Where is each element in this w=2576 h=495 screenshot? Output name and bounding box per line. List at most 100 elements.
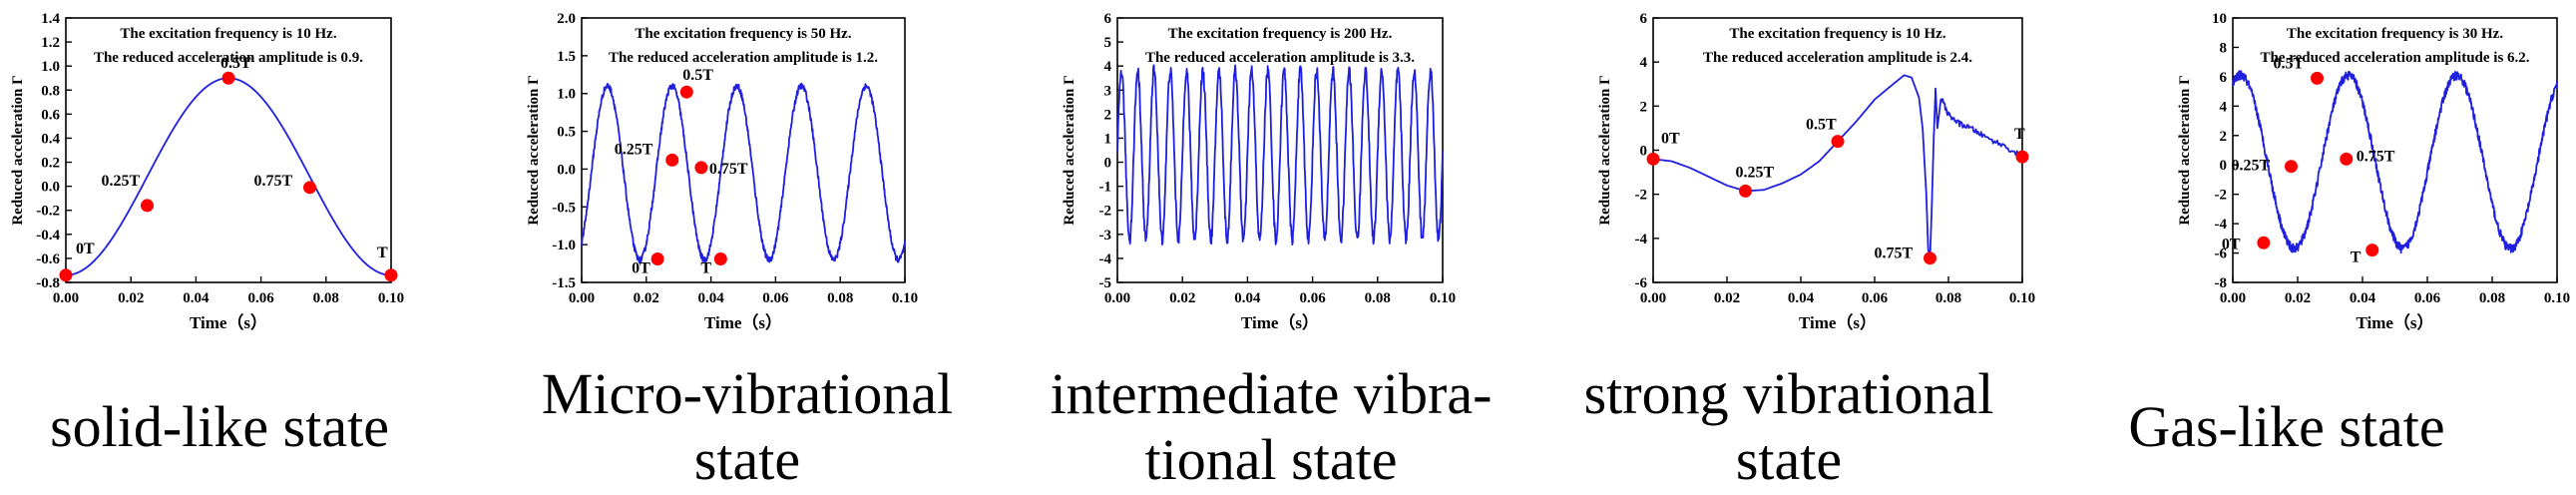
- data-point-label: 0.75T: [1875, 246, 1914, 262]
- y-tick-label: -1.0: [552, 238, 576, 253]
- data-point-marker: [1831, 135, 1845, 149]
- y-tick-label: 2.0: [557, 11, 576, 27]
- x-tick-label: 0.06: [762, 290, 789, 306]
- y-tick-label: 1.0: [41, 59, 60, 75]
- x-tick-label: 0.10: [378, 290, 404, 306]
- chart-title-line2: The reduced acceleration amplitude is 0.…: [94, 50, 363, 66]
- data-point-label: 0.5T: [682, 67, 713, 84]
- y-tick-label: -0.6: [36, 251, 60, 267]
- y-tick-label: -0.4: [36, 228, 60, 244]
- data-point-label: 0.25T: [2232, 158, 2271, 175]
- data-point-label: 0T: [2222, 236, 2241, 252]
- caption-intermediate: intermediate vibra- tional state: [1012, 361, 1530, 493]
- y-tick-label: 1.5: [557, 49, 576, 65]
- chart-title-line2: The reduced acceleration amplitude is 1.…: [609, 50, 878, 66]
- y-tick-label: 1.0: [557, 87, 576, 103]
- y-tick-label: 0.2: [41, 156, 60, 172]
- x-tick-label: 0.02: [118, 290, 144, 306]
- y-tick-label: 0.6: [41, 107, 60, 123]
- x-tick-label: 0.00: [53, 290, 79, 306]
- data-point-marker: [1924, 251, 1936, 265]
- caption-line: state: [693, 427, 801, 492]
- y-tick-label: -0.5: [552, 200, 576, 216]
- plot-frame: [65, 17, 392, 283]
- data-point-marker: [384, 268, 398, 282]
- data-point-marker: [141, 199, 154, 213]
- y-tick-label: 1.4: [41, 11, 60, 27]
- x-axis-label: Time（s）: [190, 312, 267, 332]
- chart-title-line1: The excitation frequency is 50 Hz.: [635, 26, 851, 42]
- x-tick-label: 0.02: [1714, 290, 1740, 306]
- y-axis-label: Reduced acceleration Γ: [1062, 75, 1077, 225]
- x-tick-label: 0.06: [247, 290, 274, 306]
- y-tick-label: -4: [1099, 251, 1112, 267]
- data-point-label: 0.25T: [102, 173, 141, 190]
- y-tick-label: -4: [2215, 217, 2228, 233]
- caption-strong-vibrational: strong vibrational state: [1529, 361, 2048, 493]
- y-axis-label: Reduced acceleration Γ: [10, 75, 26, 225]
- x-axis-label: Time（s）: [704, 312, 782, 332]
- data-point-marker: [2340, 152, 2354, 166]
- x-tick-label: 0.10: [1430, 290, 1456, 306]
- x-tick-label: 0.08: [313, 290, 339, 306]
- y-tick-label: -5: [1099, 275, 1112, 291]
- x-tick-label: 0.08: [1365, 290, 1391, 306]
- y-tick-label: -0.8: [36, 275, 60, 291]
- y-tick-label: 0: [1640, 144, 1648, 160]
- data-point-marker: [679, 85, 693, 99]
- y-tick-label: 0.0: [557, 162, 576, 178]
- x-tick-label: 0.06: [1862, 290, 1889, 306]
- data-point-marker: [1739, 184, 1752, 198]
- x-tick-label: 0.08: [1935, 290, 1961, 306]
- y-tick-label: 5: [1104, 35, 1112, 51]
- data-point-label: T: [2014, 126, 2025, 143]
- y-tick-label: 4: [2220, 99, 2228, 115]
- data-point-label: T: [2351, 249, 2361, 266]
- data-point-marker: [665, 153, 679, 167]
- caption-line: tional state: [1144, 427, 1398, 492]
- x-tick-label: 0.00: [2220, 290, 2246, 306]
- x-tick-label: 0.02: [2285, 290, 2311, 306]
- caption-line: strong vibrational: [1583, 361, 1994, 426]
- y-tick-label: -6: [2215, 247, 2228, 262]
- y-tick-label: -4: [1635, 232, 1648, 248]
- chart-5: 0.00 0.02 0.04 0.06 0.08 0.10 -8 -6 -4 -2 0 2 4 6 8 10 T…: [2177, 11, 2570, 332]
- y-tick-label: 2: [1640, 99, 1648, 115]
- chart-title-line1: The excitation frequency is 200 Hz.: [1168, 26, 1393, 42]
- x-tick-label: 0.04: [183, 290, 210, 306]
- caption-line: Gas-like state: [2128, 394, 2445, 459]
- y-tick-label: 0.0: [41, 180, 60, 196]
- chart-title-line1: The excitation frequency is 10 Hz.: [120, 26, 336, 42]
- chart-title-line1: The excitation frequency is 10 Hz.: [1729, 26, 1945, 42]
- x-tick-label: 0.02: [1169, 290, 1195, 306]
- x-tick-label: 0.00: [1640, 290, 1666, 306]
- y-tick-label: 0.4: [41, 131, 60, 147]
- data-point-marker: [303, 181, 316, 195]
- data-point-label: 0.5T: [220, 55, 251, 72]
- x-tick-label: 0.02: [634, 290, 659, 306]
- caption-line: Micro-vibrational: [541, 361, 954, 426]
- y-tick-label: 4: [1104, 59, 1112, 75]
- data-point-label: 0T: [632, 260, 650, 277]
- data-point-label: 0T: [76, 241, 95, 257]
- y-tick-label: 10: [2212, 11, 2227, 27]
- x-axis-label: Time（s）: [1799, 312, 1877, 332]
- x-tick-label: 0.06: [1299, 290, 1326, 306]
- chart-4: 0.00 0.02 0.04 0.06 0.08 0.10 -6 -4 -2 0 2 4 6 Time（s…: [1597, 11, 2035, 332]
- chart-title-line1: The excitation frequency is 30 Hz.: [2287, 26, 2503, 42]
- y-tick-label: -6: [1635, 275, 1648, 291]
- x-tick-label: 0.00: [1104, 290, 1130, 306]
- y-tick-label: 3: [1104, 83, 1112, 99]
- data-point-label: 0.75T: [709, 161, 748, 178]
- chart-3: 0.00 0.02 0.04 0.06 0.08 0.10 -5 -4 -3 -2 -1 0 1 2 3 4 5…: [1062, 11, 1456, 332]
- x-tick-label: 0.10: [2544, 290, 2570, 306]
- y-tick-label: -2: [1099, 204, 1112, 220]
- x-tick-label: 0.04: [697, 290, 724, 306]
- y-tick-label: 0: [1104, 156, 1112, 172]
- y-tick-label: 6: [1104, 11, 1112, 27]
- y-tick-label: -2: [2215, 188, 2228, 204]
- chart-title-line2: The reduced acceleration amplitude is 3.…: [1145, 50, 1415, 66]
- caption-solid-like: solid-like state: [0, 394, 479, 460]
- caption-line: intermediate vibra-: [1050, 361, 1493, 426]
- y-tick-label: 6: [1640, 11, 1648, 27]
